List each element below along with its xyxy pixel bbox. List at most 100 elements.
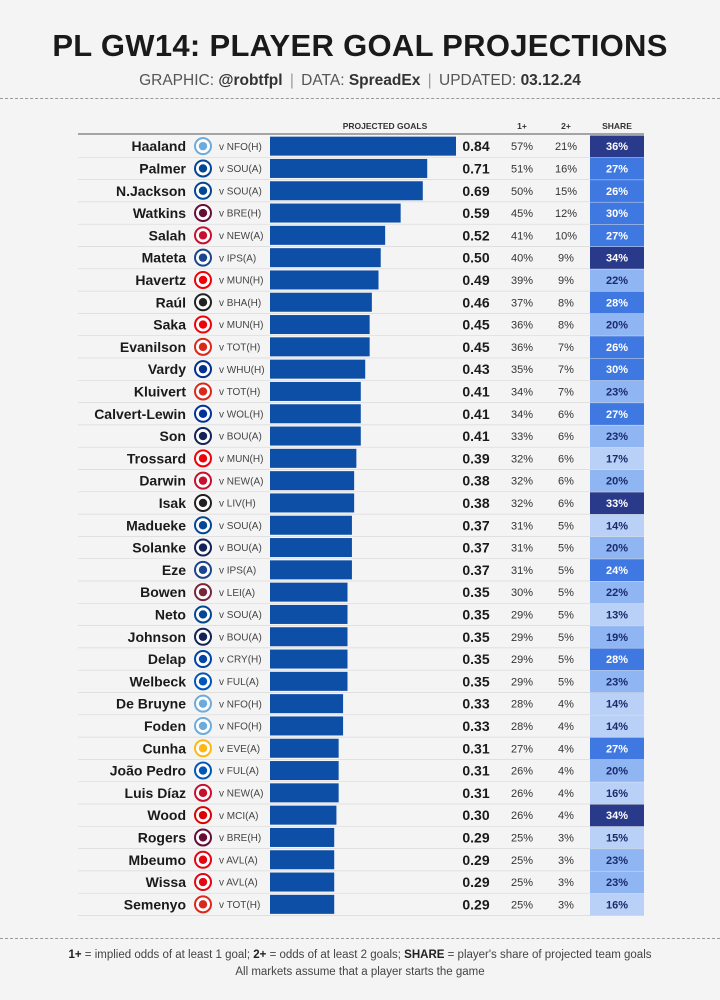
projected-goals-bar — [270, 805, 337, 825]
player-name: Wissa — [146, 874, 187, 890]
odds-1plus-value: 40% — [511, 253, 533, 265]
key-1plus-text: = implied odds of at least 1 goal; — [81, 949, 254, 961]
player-name: De Bruyne — [116, 696, 186, 712]
player-name: Palmer — [139, 160, 186, 176]
odds-2plus-value: 9% — [558, 275, 574, 287]
share-value: 27% — [606, 743, 628, 755]
odds-1plus-value: 36% — [511, 320, 533, 332]
share-value: 22% — [606, 275, 628, 287]
share-cell — [590, 224, 644, 247]
projected-goals-bar — [270, 783, 339, 803]
projected-goals-bar — [270, 181, 423, 201]
projected-goals-value: 0.50 — [462, 250, 489, 266]
odds-1plus-value: 28% — [511, 699, 533, 711]
share-cell — [590, 893, 644, 916]
player-name: Salah — [149, 227, 186, 243]
club-badge-core-icon — [198, 654, 208, 664]
share-value: 23% — [606, 431, 628, 443]
share-value: 20% — [606, 320, 628, 332]
club-badge-core-icon — [198, 253, 208, 262]
odds-2plus-value: 6% — [558, 476, 574, 488]
odds-1plus-value: 41% — [511, 230, 533, 242]
club-badge-core-icon — [198, 409, 208, 418]
projected-goals-bar — [270, 471, 355, 491]
club-badge-core-icon — [198, 610, 208, 619]
key-1plus: 1+ — [68, 949, 82, 961]
share-cell — [590, 603, 644, 626]
fixture-label: v LIV(H) — [219, 499, 256, 510]
odds-2plus-value: 3% — [558, 855, 574, 867]
updated-label: UPDATED: — [439, 72, 517, 89]
player-name: Isak — [159, 495, 186, 511]
odds-1plus-value: 34% — [511, 386, 533, 398]
odds-1plus-value: 30% — [511, 587, 533, 599]
projected-goals-value: 0.31 — [462, 763, 489, 779]
fixture-label: v BOU(A) — [219, 543, 262, 554]
share-value: 36% — [606, 141, 628, 153]
share-value: 16% — [606, 899, 628, 911]
player-name: Darwin — [139, 473, 186, 489]
odds-1plus-value: 27% — [511, 743, 533, 755]
fixture-label: v WOL(H) — [219, 409, 263, 420]
odds-1plus-value: 32% — [511, 453, 533, 465]
odds-2plus-value: 8% — [558, 297, 574, 309]
odds-2plus-value: 6% — [558, 498, 574, 510]
player-name: Welbeck — [129, 673, 186, 689]
share-value: 34% — [606, 810, 628, 822]
odds-2plus-value: 15% — [555, 186, 577, 198]
player-name: Havertz — [135, 272, 186, 288]
player-name: Cunha — [142, 740, 186, 756]
column-header-share: SHARE — [602, 121, 632, 131]
odds-1plus-value: 26% — [511, 788, 533, 800]
fixture-label: v TOT(H) — [219, 342, 260, 353]
club-badge-core-icon — [198, 677, 208, 686]
column-header-1plus: 1+ — [517, 121, 527, 131]
club-badge-core-icon — [198, 231, 208, 240]
fixture-label: v EVE(A) — [219, 744, 260, 755]
club-badge-core-icon — [198, 387, 208, 396]
share-cell — [590, 180, 644, 202]
share-value: 27% — [606, 163, 628, 175]
odds-2plus-value: 6% — [558, 431, 574, 443]
fixture-label: v CRY(H) — [219, 655, 262, 666]
projected-goals-value: 0.29 — [462, 852, 489, 868]
share-value: 28% — [606, 297, 628, 309]
odds-1plus-value: 34% — [511, 409, 533, 421]
share-cell — [590, 559, 644, 581]
projected-goals-bar — [270, 136, 456, 156]
share-cell — [590, 336, 644, 358]
projected-goals-value: 0.41 — [462, 383, 489, 399]
share-value: 28% — [606, 654, 628, 666]
fixture-label: v FUL(A) — [219, 766, 259, 777]
share-value: 22% — [606, 587, 628, 599]
projected-goals-value: 0.38 — [462, 495, 489, 511]
projected-goals-bar — [270, 292, 372, 312]
odds-1plus-value: 26% — [511, 766, 533, 778]
club-badge-core-icon — [198, 587, 208, 597]
projected-goals-value: 0.29 — [462, 874, 489, 890]
projected-goals-value: 0.43 — [462, 361, 489, 377]
share-cell — [590, 514, 644, 537]
projected-goals-value: 0.33 — [462, 696, 489, 712]
projected-goals-value: 0.45 — [462, 317, 489, 333]
player-name: Foden — [144, 718, 186, 734]
share-cell — [590, 358, 644, 381]
player-name: Johnson — [128, 629, 186, 645]
share-value: 15% — [606, 832, 628, 844]
odds-2plus-value: 3% — [558, 832, 574, 844]
odds-2plus-value: 5% — [558, 609, 574, 621]
projected-goals-value: 0.35 — [462, 584, 489, 600]
projected-goals-bar — [270, 270, 379, 290]
fixture-label: v SOU(A) — [219, 521, 262, 532]
fixture-label: v MUN(H) — [219, 320, 263, 331]
data-source: SpreadEx — [348, 72, 421, 89]
key-2plus: 2+ — [253, 949, 267, 961]
share-cell — [590, 425, 644, 448]
odds-2plus-value: 6% — [558, 409, 574, 421]
projected-goals-value: 0.37 — [462, 562, 489, 578]
odds-1plus-value: 29% — [511, 609, 533, 621]
projected-goals-bar — [270, 738, 339, 758]
footer-notes: 1+ = implied odds of at least 1 goal; 2+… — [0, 947, 720, 981]
odds-2plus-value: 12% — [555, 208, 577, 220]
share-cell — [590, 247, 644, 269]
